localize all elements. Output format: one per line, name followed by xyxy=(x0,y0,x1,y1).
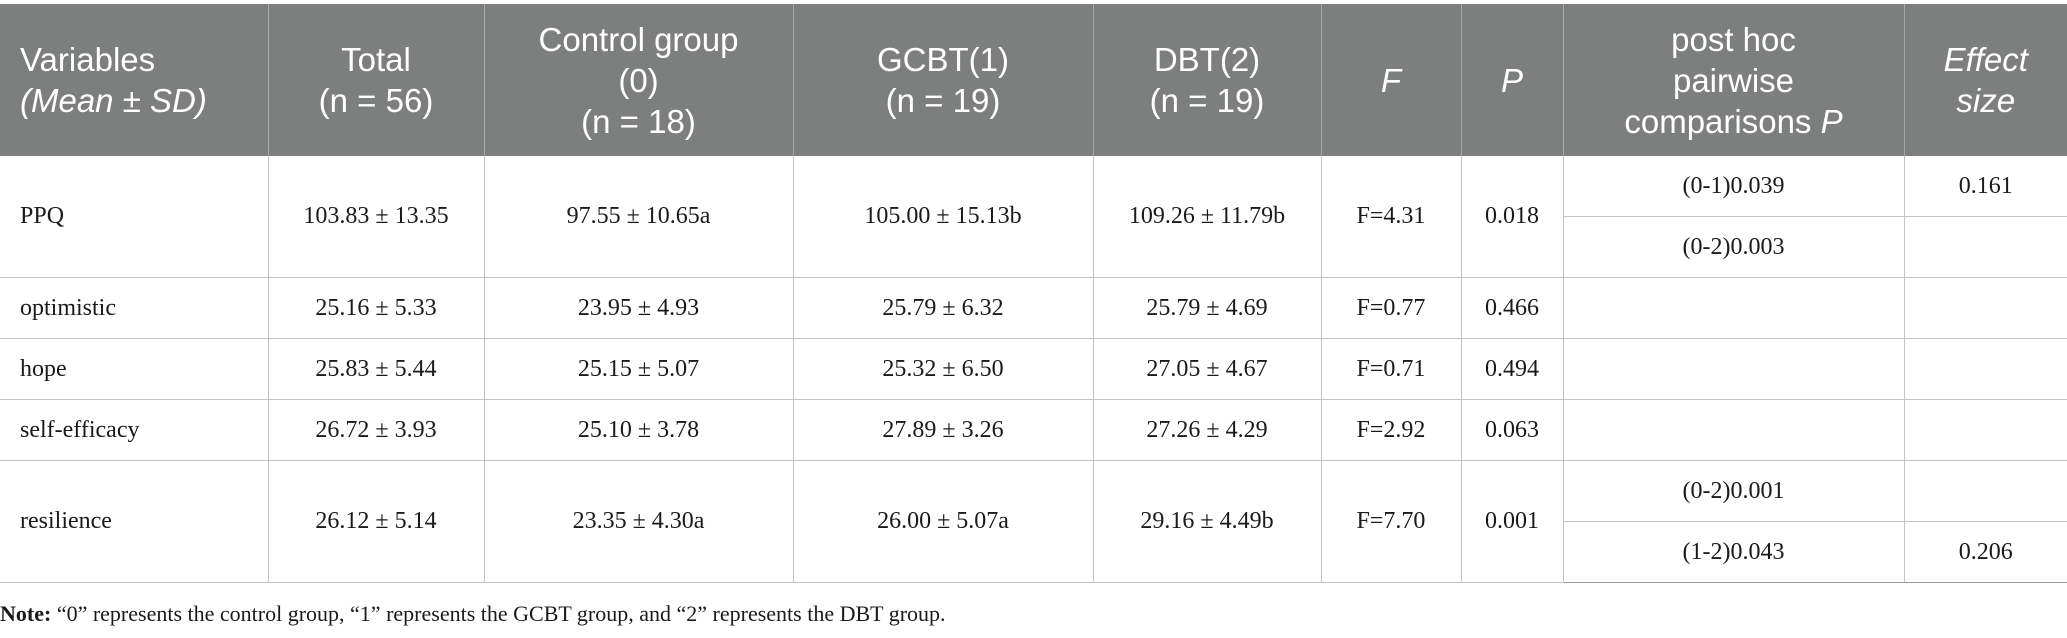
cell-effect: 0.206 xyxy=(1904,521,2067,583)
header-control-group: Control group (0) (n = 18) xyxy=(484,4,794,156)
header-effect-size: Effect size xyxy=(1904,4,2067,156)
table-row-resilience: resilience 26.12 ± 5.14 23.35 ± 4.30a 26… xyxy=(0,460,2067,583)
cell-dbt: 27.05 ± 4.67 xyxy=(1093,338,1322,400)
header-posthoc: post hoc pairwise comparisons P xyxy=(1563,4,1905,156)
cell-p: 0.018 xyxy=(1461,156,1564,278)
cell-posthoc: (0-1)0.039 xyxy=(1563,156,1905,217)
header-gcbt: GCBT(1) (n = 19) xyxy=(793,4,1094,156)
table-row-optimistic: optimistic 25.16 ± 5.33 23.95 ± 4.93 25.… xyxy=(0,277,2067,339)
cell-gcbt: 26.00 ± 5.07a xyxy=(793,460,1094,583)
header-dbt: DBT(2) (n = 19) xyxy=(1093,4,1322,156)
cell-p: 0.001 xyxy=(1461,460,1564,583)
cell-variable: optimistic xyxy=(0,277,269,339)
cell-p: 0.466 xyxy=(1461,277,1564,339)
cell-control: 25.15 ± 5.07 xyxy=(484,338,794,400)
cell-f: F=4.31 xyxy=(1321,156,1462,278)
cell-effect xyxy=(1904,460,2067,522)
cell-control: 25.10 ± 3.78 xyxy=(484,399,794,461)
cell-posthoc xyxy=(1563,277,1905,339)
cell-f: F=0.71 xyxy=(1321,338,1462,400)
cell-effect xyxy=(1904,338,2067,400)
header-f: F xyxy=(1321,4,1462,156)
table-note: Note: “0” represents the control group, … xyxy=(0,601,946,627)
table-row-ppq: PPQ 103.83 ± 13.35 97.55 ± 10.65a 105.00… xyxy=(0,156,2067,278)
cell-p: 0.063 xyxy=(1461,399,1564,461)
cell-posthoc xyxy=(1563,338,1905,400)
note-text: “0” represents the control group, “1” re… xyxy=(51,601,946,626)
cell-posthoc: (0-2)0.001 xyxy=(1563,460,1905,522)
cell-control: 23.35 ± 4.30a xyxy=(484,460,794,583)
cell-effect xyxy=(1904,277,2067,339)
cell-control: 23.95 ± 4.93 xyxy=(484,277,794,339)
header-variables: Variables (Mean ± SD) xyxy=(0,4,269,156)
cell-control: 97.55 ± 10.65a xyxy=(484,156,794,278)
cell-effect xyxy=(1904,399,2067,461)
cell-f: F=7.70 xyxy=(1321,460,1462,583)
cell-gcbt: 105.00 ± 15.13b xyxy=(793,156,1094,278)
cell-f: F=2.92 xyxy=(1321,399,1462,461)
cell-dbt: 29.16 ± 4.49b xyxy=(1093,460,1322,583)
cell-p: 0.494 xyxy=(1461,338,1564,400)
cell-dbt: 109.26 ± 11.79b xyxy=(1093,156,1322,278)
cell-effect xyxy=(1904,216,2067,278)
table-row-self-efficacy: self-efficacy 26.72 ± 3.93 25.10 ± 3.78 … xyxy=(0,399,2067,461)
results-table: Variables (Mean ± SD) Total (n = 56) Con… xyxy=(0,4,2067,583)
header-total: Total (n = 56) xyxy=(268,4,485,156)
cell-total: 26.72 ± 3.93 xyxy=(268,399,485,461)
table-body: PPQ 103.83 ± 13.35 97.55 ± 10.65a 105.00… xyxy=(0,156,2067,583)
cell-gcbt: 25.79 ± 6.32 xyxy=(793,277,1094,339)
cell-variable: resilience xyxy=(0,460,269,583)
header-p: P xyxy=(1461,4,1564,156)
cell-variable: hope xyxy=(0,338,269,400)
cell-variable: PPQ xyxy=(0,156,269,278)
cell-posthoc: (1-2)0.043 xyxy=(1563,521,1905,583)
cell-posthoc xyxy=(1563,399,1905,461)
cell-dbt: 27.26 ± 4.29 xyxy=(1093,399,1322,461)
note-label: Note: xyxy=(0,601,52,626)
cell-total: 26.12 ± 5.14 xyxy=(268,460,485,583)
cell-total: 25.16 ± 5.33 xyxy=(268,277,485,339)
table-row-hope: hope 25.83 ± 5.44 25.15 ± 5.07 25.32 ± 6… xyxy=(0,338,2067,400)
cell-variable: self-efficacy xyxy=(0,399,269,461)
cell-dbt: 25.79 ± 4.69 xyxy=(1093,277,1322,339)
cell-effect: 0.161 xyxy=(1904,156,2067,217)
cell-total: 103.83 ± 13.35 xyxy=(268,156,485,278)
table-subrow-ppq: (0-2)0.003 xyxy=(0,216,2067,278)
table-subrow-resilience: (1-2)0.043 0.206 xyxy=(0,521,2067,583)
cell-total: 25.83 ± 5.44 xyxy=(268,338,485,400)
cell-gcbt: 25.32 ± 6.50 xyxy=(793,338,1094,400)
cell-posthoc: (0-2)0.003 xyxy=(1563,216,1905,278)
cell-gcbt: 27.89 ± 3.26 xyxy=(793,399,1094,461)
table-header: Variables (Mean ± SD) Total (n = 56) Con… xyxy=(0,4,2067,156)
cell-f: F=0.77 xyxy=(1321,277,1462,339)
